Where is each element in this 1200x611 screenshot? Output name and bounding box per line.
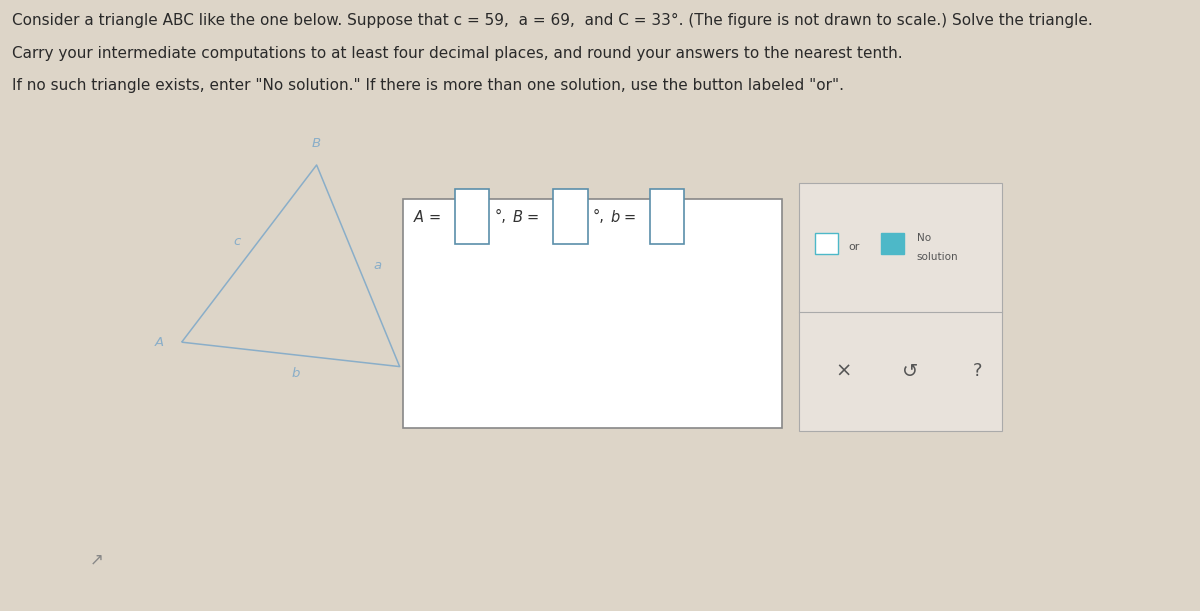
- Text: $B$ =: $B$ =: [511, 209, 541, 225]
- Text: a: a: [373, 259, 382, 273]
- Text: ↺: ↺: [902, 362, 919, 381]
- Text: If no such triangle exists, enter "No solution." If there is more than one solut: If no such triangle exists, enter "No so…: [12, 78, 845, 93]
- Text: A: A: [155, 335, 164, 349]
- Bar: [815, 233, 838, 254]
- Text: ↗: ↗: [90, 550, 103, 568]
- Text: ?: ?: [973, 362, 983, 380]
- Text: $b$ =: $b$ =: [611, 209, 638, 225]
- Text: Consider a triangle ​ABC​ like the one below. Suppose that c​ = 59,  a​ = 69,  a: Consider a triangle ​ABC​ like the one b…: [12, 13, 1093, 29]
- Text: ×: ×: [835, 362, 852, 381]
- Text: No: No: [917, 233, 931, 243]
- Text: C: C: [407, 376, 416, 389]
- Text: solution: solution: [917, 252, 959, 262]
- Bar: [553, 189, 588, 244]
- Bar: [799, 183, 1002, 431]
- Text: °,: °,: [494, 210, 506, 224]
- Bar: [455, 189, 488, 244]
- Bar: [403, 199, 781, 428]
- Text: b: b: [292, 367, 300, 379]
- Bar: [881, 233, 904, 254]
- Text: c: c: [233, 235, 240, 248]
- Text: or: or: [848, 243, 859, 252]
- Text: $A$ =: $A$ =: [413, 209, 443, 225]
- Text: Carry your intermediate computations to at least four decimal places, and round : Carry your intermediate computations to …: [12, 46, 904, 61]
- Text: °,: °,: [593, 210, 605, 224]
- Text: B: B: [312, 137, 322, 150]
- Bar: [650, 189, 684, 244]
